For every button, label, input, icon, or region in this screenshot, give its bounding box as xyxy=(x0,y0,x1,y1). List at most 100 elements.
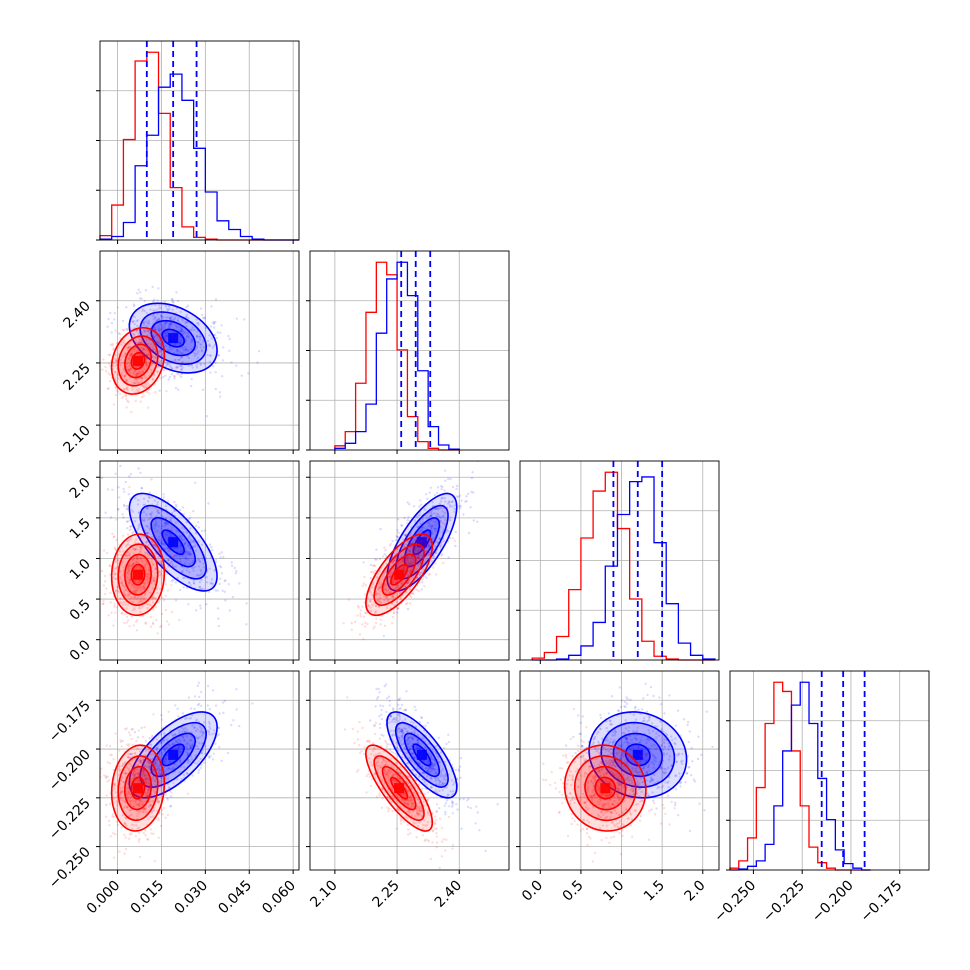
scatter-point xyxy=(197,681,201,684)
scatter-point xyxy=(417,564,420,567)
scatter-point xyxy=(441,521,445,525)
scatter-point xyxy=(127,400,130,404)
scatter-point xyxy=(125,824,128,827)
scatter-point xyxy=(146,563,149,566)
scatter-point xyxy=(228,609,232,612)
scatter-point xyxy=(140,376,143,379)
scatter-point xyxy=(184,543,187,546)
scatter-point xyxy=(417,556,421,559)
scatter-point xyxy=(129,775,132,779)
scatter-point xyxy=(193,354,196,358)
scatter-point xyxy=(416,530,419,534)
panel-body xyxy=(342,461,479,641)
scatter-point xyxy=(112,364,115,367)
scatter-point xyxy=(160,527,163,530)
scatter-point xyxy=(126,593,130,596)
scatter-point xyxy=(159,343,162,346)
panel-frame xyxy=(99,460,300,661)
scatter-point xyxy=(438,780,441,783)
scatter-point xyxy=(165,533,169,537)
scatter-point xyxy=(179,364,182,368)
scatter-point xyxy=(139,781,142,784)
scatter-point xyxy=(197,521,200,524)
scatter-point xyxy=(147,496,151,499)
scatter-point xyxy=(128,582,131,585)
scatter-point xyxy=(159,332,162,336)
scatter-point xyxy=(168,744,172,747)
scatter-point xyxy=(166,522,170,525)
scatter-point xyxy=(157,765,160,768)
scatter-point xyxy=(117,390,120,394)
scatter-point xyxy=(128,528,131,532)
scatter-point xyxy=(179,751,182,754)
scatter-point xyxy=(211,346,215,349)
scatter-point xyxy=(123,490,126,493)
scatter-point xyxy=(395,534,398,538)
scatter-point xyxy=(115,360,118,363)
scatter-point xyxy=(127,569,130,572)
scatter-point xyxy=(144,795,148,799)
scatter-point xyxy=(383,553,386,556)
scatter-point xyxy=(421,765,424,769)
scatter-point xyxy=(188,563,191,566)
scatter-point xyxy=(166,332,169,335)
scatter-point xyxy=(124,805,127,808)
scatter-point xyxy=(140,487,143,490)
scatter-point xyxy=(369,599,372,603)
scatter-point xyxy=(185,772,189,775)
scatter-point xyxy=(135,555,138,559)
scatter-point xyxy=(403,802,406,805)
scatter-point xyxy=(397,698,400,701)
scatter-point xyxy=(451,505,454,508)
scatter-point xyxy=(144,362,148,365)
scatter-point xyxy=(205,576,209,579)
scatter-point xyxy=(132,381,135,384)
scatter-point xyxy=(122,584,125,587)
scatter-point xyxy=(462,513,465,516)
scatter-point xyxy=(439,519,442,523)
scatter-point xyxy=(408,550,412,553)
scatter-point xyxy=(374,564,377,568)
scatter-point xyxy=(170,733,174,736)
scatter-point xyxy=(357,606,360,609)
scatter-point xyxy=(119,597,123,600)
scatter-point xyxy=(418,573,422,577)
scatter-point xyxy=(124,588,127,592)
scatter-point xyxy=(175,555,178,558)
scatter-point xyxy=(156,325,159,328)
scatter-point xyxy=(431,532,434,535)
scatter-point xyxy=(108,824,111,827)
scatter-point xyxy=(195,718,198,721)
scatter-point xyxy=(121,739,124,743)
scatter-point xyxy=(109,379,112,383)
scatter-point xyxy=(113,318,116,321)
scatter-point xyxy=(208,707,211,711)
scatter-point xyxy=(361,605,364,608)
scatter-point xyxy=(178,750,182,754)
scatter-point xyxy=(165,772,168,775)
scatter-point xyxy=(406,581,409,585)
scatter-point xyxy=(174,581,177,584)
scatter-point xyxy=(443,511,447,515)
scatter-point xyxy=(204,752,207,755)
scatter-point xyxy=(147,789,150,793)
scatter-point xyxy=(140,726,143,730)
scatter-point xyxy=(408,811,411,814)
scatter-point xyxy=(387,591,391,594)
scatter-point xyxy=(108,564,112,567)
gridlines xyxy=(520,461,719,660)
scatter-point xyxy=(410,736,413,739)
scatter-point xyxy=(392,766,395,770)
scatter-point xyxy=(409,563,412,566)
scatter-point xyxy=(472,491,475,494)
scatter-point xyxy=(389,542,393,545)
scatter-point xyxy=(181,366,184,369)
scatter-point xyxy=(173,554,176,558)
scatter-point xyxy=(412,572,415,576)
scatter-point xyxy=(147,569,151,572)
scatter-point xyxy=(407,562,410,565)
scatter-point xyxy=(159,786,162,789)
scatter-point xyxy=(208,344,212,348)
scatter-point xyxy=(130,353,134,356)
scatter-point xyxy=(199,604,202,607)
